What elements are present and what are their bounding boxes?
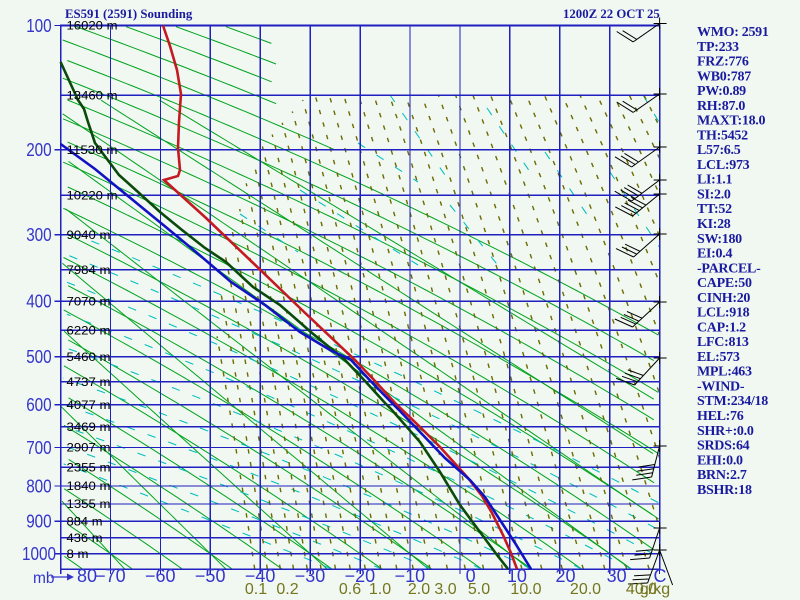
svg-text:ES591 (2591) Sounding: ES591 (2591) Sounding <box>65 7 193 21</box>
svg-text:10.0: 10.0 <box>510 581 541 598</box>
svg-text:20.0: 20.0 <box>570 581 601 598</box>
svg-text:WB0:787: WB0:787 <box>697 69 751 84</box>
svg-text:1840 m: 1840 m <box>67 479 111 493</box>
svg-text:2355 m: 2355 m <box>67 460 111 474</box>
svg-text:1355 m: 1355 m <box>67 497 111 511</box>
svg-text:RH:87.0: RH:87.0 <box>697 99 745 114</box>
svg-text:EL:573: EL:573 <box>697 350 740 365</box>
svg-text:BRN:2.7: BRN:2.7 <box>697 468 747 483</box>
svg-text:4077 m: 4077 m <box>67 398 111 412</box>
svg-text:2.0: 2.0 <box>408 581 430 598</box>
svg-text:C: C <box>654 566 667 586</box>
svg-text:KI:28: KI:28 <box>697 217 731 232</box>
svg-text:STM:234/18: STM:234/18 <box>697 394 768 409</box>
svg-text:−30: −30 <box>295 566 326 586</box>
svg-text:-PARCEL-: -PARCEL- <box>697 261 761 276</box>
svg-text:HEL:76: HEL:76 <box>697 409 744 424</box>
svg-text:80: 80 <box>77 566 97 586</box>
svg-text:20: 20 <box>555 566 575 586</box>
svg-text:5.0: 5.0 <box>468 581 490 598</box>
svg-text:4737 m: 4737 m <box>67 375 111 389</box>
svg-text:TH:5452: TH:5452 <box>697 128 748 143</box>
svg-text:WMO: 2591: WMO: 2591 <box>697 25 769 40</box>
svg-text:8 m: 8 m <box>67 547 89 561</box>
svg-text:EHI:0.0: EHI:0.0 <box>697 453 743 468</box>
svg-text:LCL:918: LCL:918 <box>697 306 750 321</box>
svg-text:−40: −40 <box>245 566 276 586</box>
svg-text:30: 30 <box>607 566 627 586</box>
svg-text:−60: −60 <box>145 566 176 586</box>
svg-text:40.0: 40.0 <box>626 581 657 598</box>
svg-text:900: 900 <box>26 511 52 532</box>
svg-text:1200Z 22 OCT 25: 1200Z 22 OCT 25 <box>563 7 660 21</box>
svg-text:436 m: 436 m <box>67 531 103 545</box>
svg-text:400: 400 <box>26 291 52 312</box>
svg-text:CINH:20: CINH:20 <box>697 291 750 306</box>
svg-text:11530 m: 11530 m <box>67 143 118 157</box>
svg-text:3469 m: 3469 m <box>67 420 111 434</box>
svg-text:−10: −10 <box>395 566 426 586</box>
svg-text:800: 800 <box>26 475 52 496</box>
svg-text:0.6: 0.6 <box>339 581 361 598</box>
svg-text:TP:233: TP:233 <box>697 40 739 55</box>
svg-text:6220 m: 6220 m <box>67 323 111 337</box>
svg-text:SW:180: SW:180 <box>697 232 742 247</box>
svg-text:SRDS:64: SRDS:64 <box>697 439 750 454</box>
svg-text:10: 10 <box>507 566 527 586</box>
svg-text:3.0: 3.0 <box>434 581 456 598</box>
svg-text:600: 600 <box>26 394 52 415</box>
svg-text:−20: −20 <box>345 566 376 586</box>
svg-text:LI:1.1: LI:1.1 <box>697 173 732 188</box>
svg-text:100: 100 <box>26 15 52 36</box>
svg-text:884 m: 884 m <box>67 514 103 528</box>
svg-text:−70: −70 <box>95 566 126 586</box>
svg-text:0: 0 <box>466 566 476 586</box>
svg-text:g/kg: g/kg <box>640 581 670 598</box>
svg-text:5460 m: 5460 m <box>67 350 111 364</box>
svg-text:BSHR:18: BSHR:18 <box>697 483 752 498</box>
svg-text:0.1: 0.1 <box>245 581 267 598</box>
svg-text:200: 200 <box>26 139 52 160</box>
svg-text:−50: −50 <box>195 566 226 586</box>
svg-text:mb: mb <box>33 570 55 587</box>
svg-text:9040 m: 9040 m <box>67 228 111 242</box>
svg-text:MAXT:18.0: MAXT:18.0 <box>697 114 765 129</box>
svg-text:1.0: 1.0 <box>369 581 391 598</box>
svg-text:L57:6.5: L57:6.5 <box>697 143 741 158</box>
svg-text:LFC:813: LFC:813 <box>697 335 749 350</box>
svg-text:1000: 1000 <box>22 543 56 564</box>
svg-text:-WIND-: -WIND- <box>697 380 745 395</box>
svg-text:SI:2.0: SI:2.0 <box>697 188 731 203</box>
svg-text:CAP:1.2: CAP:1.2 <box>697 320 746 335</box>
svg-text:300: 300 <box>26 224 52 245</box>
svg-text:10220 m: 10220 m <box>67 189 118 203</box>
svg-text:CAPE:50: CAPE:50 <box>697 276 752 291</box>
svg-text:0.2: 0.2 <box>276 581 298 598</box>
svg-text:500: 500 <box>26 346 52 367</box>
svg-text:FRZ:776: FRZ:776 <box>697 55 749 70</box>
svg-text:SHR+:0.0: SHR+:0.0 <box>697 424 754 439</box>
svg-text:MPL:463: MPL:463 <box>697 365 752 380</box>
svg-text:700: 700 <box>26 437 52 458</box>
svg-text:7070 m: 7070 m <box>67 295 111 309</box>
svg-text:PW:0.89: PW:0.89 <box>697 84 746 99</box>
svg-text:EI:0.4: EI:0.4 <box>697 247 732 262</box>
svg-text:13460 m: 13460 m <box>67 88 118 102</box>
svg-text:7984 m: 7984 m <box>67 263 111 277</box>
svg-text:2907 m: 2907 m <box>67 441 111 455</box>
svg-text:LCL:973: LCL:973 <box>697 158 750 173</box>
svg-text:16020 m: 16020 m <box>67 19 118 33</box>
svg-text:TT:52: TT:52 <box>697 202 732 217</box>
